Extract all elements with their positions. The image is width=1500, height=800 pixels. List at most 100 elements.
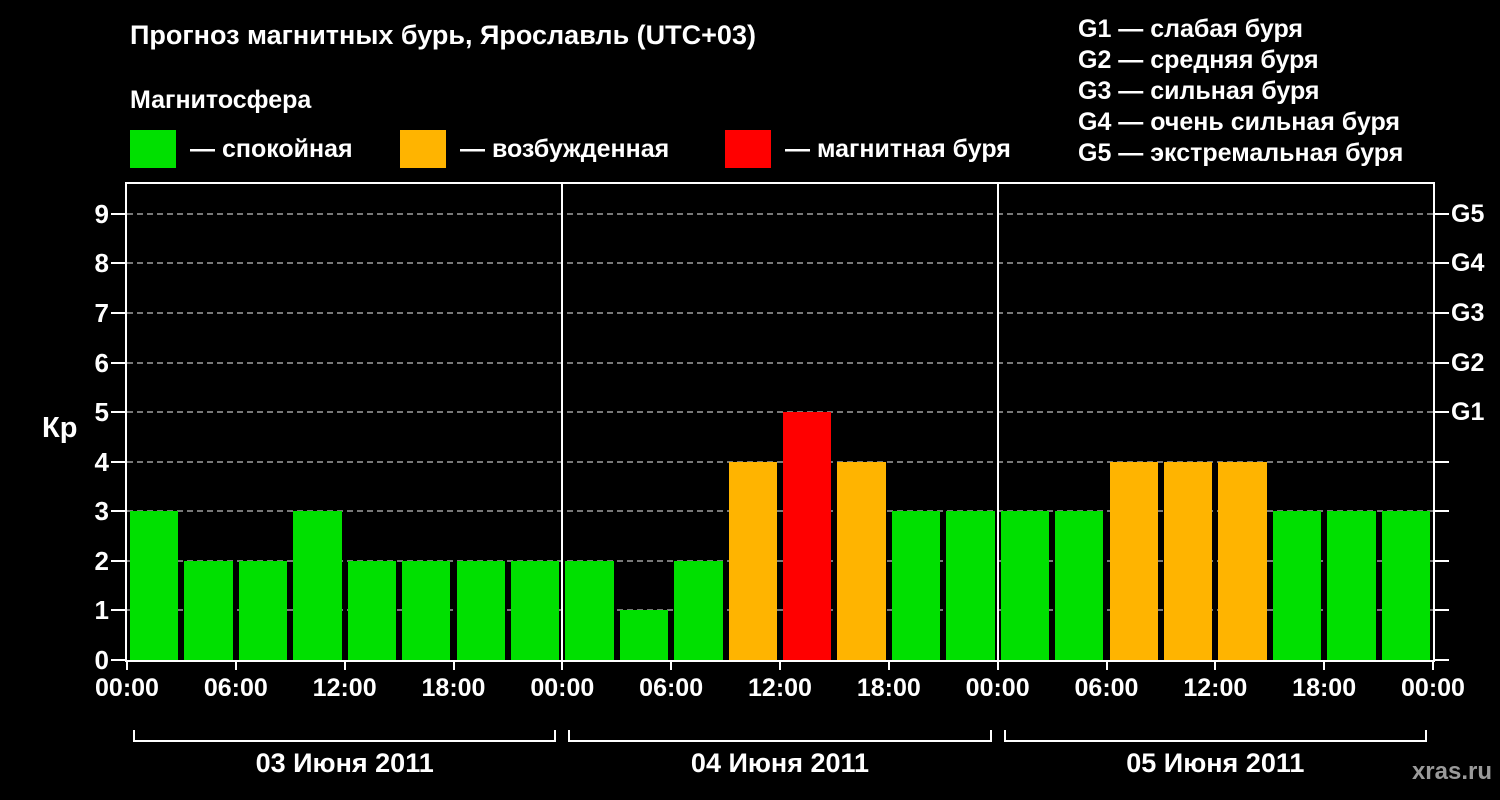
kp-bar [1327,511,1376,660]
x-tick-label: 06:00 [203,674,268,702]
x-tick-label: 00:00 [95,674,159,702]
y-tick-label-8: 8 [94,248,109,279]
kp-bar [783,412,832,660]
y-tick-mark-right [1435,510,1449,513]
x-tick-label: 06:00 [639,674,704,702]
active-color-swatch [400,130,446,168]
kp-bar [565,560,614,660]
g-scale-item: G3 — сильная буря [1078,77,1320,105]
y-tick-mark-left [111,510,125,513]
x-tick-mark [126,660,128,670]
x-tick-mark [1105,660,1108,670]
y-tick-mark-left [111,659,125,661]
y-tick-label-2: 2 [94,545,109,576]
kp-bar [728,461,777,660]
y-tick-label-4: 4 [94,446,109,477]
page-title: Прогноз магнитных бурь, Ярославль (UTC+0… [130,20,756,50]
kp-bar [1381,511,1430,660]
gridline-kp-9 [127,212,1433,215]
x-tick-mark [670,660,673,670]
storm-color-swatch [725,130,771,168]
x-tick-mark [779,660,781,670]
y-tick-mark-left [111,212,125,215]
day-label: 05 Июня 2011 [1126,748,1305,778]
kp-bar [130,511,179,660]
kp-bar [184,560,233,660]
day-separator [561,184,564,660]
legend-item-label: — магнитная буря [785,134,1011,163]
day-bracket [133,730,557,742]
x-tick-label: 18:00 [856,674,921,702]
g-tick-label-G1: G1 [1451,398,1485,427]
x-tick-label: 00:00 [1401,674,1465,702]
x-tick-label: 12:00 [312,674,377,702]
x-tick-label: 18:00 [1292,674,1357,702]
x-tick-mark [1323,660,1326,670]
g-scale-item: G5 — экстремальная буря [1078,139,1404,167]
gridline-kp-4 [127,460,1433,463]
kp-bar [946,511,995,660]
y-tick-mark-right [1435,609,1449,612]
g-tick-label-G5: G5 [1451,199,1485,228]
kp-bar [674,560,723,660]
kp-bar [1055,511,1104,660]
y-tick-mark-right [1435,659,1449,661]
g-scale-item: G1 — слабая буря [1078,15,1304,43]
x-tick-label: 12:00 [1183,674,1248,702]
g-scale-item: G4 — очень сильная буря [1078,108,1400,136]
y-tick-label-7: 7 [94,297,109,328]
kp-bar [456,560,505,660]
kp-bar [891,511,941,660]
y-tick-label-1: 1 [94,595,109,626]
x-tick-label: 12:00 [748,674,812,702]
y-tick-mark-right [1435,411,1449,414]
kp-bar [1272,511,1322,660]
plot-area: 0 1 2 3 4 5 6 7 8 9 G1 G2 G3 G4 G5 00:00 06:00 12:00 18:00… [95,182,1484,778]
gridline-kp-7 [127,311,1433,314]
gridline-kp-3 [127,510,1433,513]
x-tick-mark [1214,660,1217,670]
g-scale-item: G2 — средняя буря [1078,46,1319,74]
day-separator [996,184,999,660]
y-axis-label: Кр [42,412,78,444]
watermark: xras.ru [1411,758,1492,785]
y-tick-mark-left [111,262,125,265]
x-tick-mark [343,660,346,670]
x-tick-label: 18:00 [421,674,486,702]
legend-item-active: — возбужденная [400,130,669,168]
gridline-kp-2 [127,559,1433,562]
gridline-kp-8 [127,262,1433,265]
y-tick-mark-right [1435,559,1449,562]
kp-bar [1000,511,1050,660]
y-tick-mark-left [111,559,125,562]
day-label: 03 Июня 2011 [255,748,434,778]
day-bracket [568,730,992,742]
y-tick-mark-right [1435,311,1449,314]
g-tick-label-G4: G4 [1451,249,1485,278]
legend-item-label: — спокойная [190,134,353,163]
y-tick-mark-left [111,460,125,463]
quiet-color-swatch [130,130,176,168]
x-tick-label: 00:00 [965,674,1030,702]
legend-heading: Магнитосфера [130,86,312,114]
kp-bar [1218,461,1267,660]
y-tick-mark-left [111,411,125,414]
kp-bar [619,610,669,660]
y-tick-label-5: 5 [94,397,109,428]
y-tick-mark-right [1435,460,1449,463]
y-tick-label-9: 9 [94,198,109,229]
day-bracket [1003,730,1427,742]
y-tick-label-0: 0 [94,645,109,675]
x-tick-mark [887,660,890,670]
y-tick-mark-left [111,609,125,612]
x-tick-label: 06:00 [1074,674,1139,702]
y-tick-label-3: 3 [94,496,109,527]
legend-item-label: — возбужденная [460,134,670,163]
g-tick-label-G2: G2 [1451,348,1485,377]
kp-bar [1163,461,1213,660]
kp-bar [238,560,288,660]
y-tick-mark-right [1435,262,1449,265]
x-tick-mark [996,660,999,670]
gridline-kp-5 [127,411,1433,414]
kp-bar [293,511,342,660]
